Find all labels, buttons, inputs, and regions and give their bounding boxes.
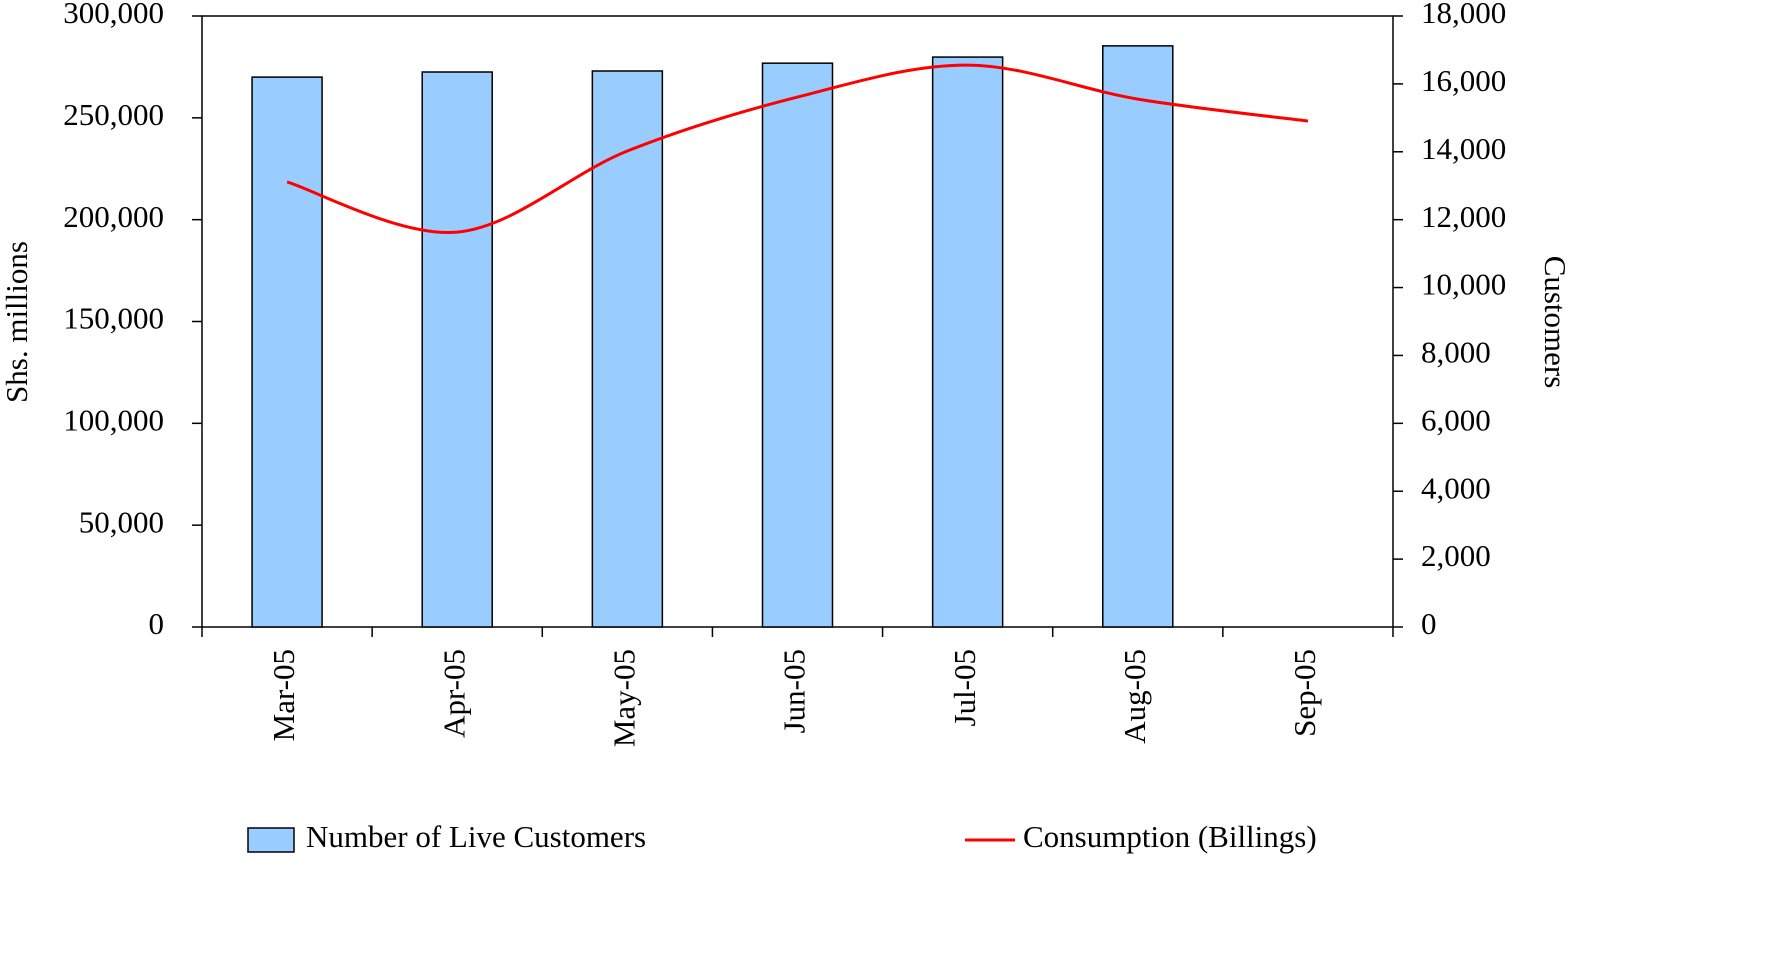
bar <box>251 76 323 628</box>
legend-label: Consumption (Billings) <box>1023 819 1317 854</box>
line <box>286 63 1309 234</box>
x-tick-label: Apr-05 <box>436 649 471 738</box>
y2-tick-label: 12,000 <box>1421 199 1506 234</box>
bar <box>761 62 834 628</box>
y2-tick-label: 18,000 <box>1421 0 1506 30</box>
x-tick-label: Sep-05 <box>1287 649 1322 737</box>
y2-tick-label: 0 <box>1421 606 1437 641</box>
x-tick-label: Aug-05 <box>1117 649 1152 744</box>
y-tick-label: 150,000 <box>63 301 164 336</box>
y-tick-label: 0 <box>149 606 165 641</box>
y-tick-label: 200,000 <box>63 199 164 234</box>
x-tick-label: Mar-05 <box>266 649 301 741</box>
y2-tick-label: 10,000 <box>1421 267 1506 302</box>
legend-label: Number of Live Customers <box>306 819 646 854</box>
bar <box>931 56 1004 628</box>
y2-tick-label: 4,000 <box>1421 470 1491 505</box>
y-tick-label: 50,000 <box>79 504 164 539</box>
x-tick-label: May-05 <box>606 649 641 747</box>
y2-tick-label: 8,000 <box>1421 335 1491 370</box>
y2-tick-label: 2,000 <box>1421 538 1491 573</box>
bar <box>421 71 493 628</box>
y-axis-label: Shs. millions <box>0 241 34 403</box>
bar <box>1102 45 1174 628</box>
bar <box>591 70 664 628</box>
y-tick-label: 250,000 <box>63 97 164 132</box>
x-tick-label: Jun-05 <box>777 649 812 733</box>
y2-tick-label: 14,000 <box>1421 131 1506 166</box>
y-tick-label: 300,000 <box>63 0 164 30</box>
y-tick-label: 100,000 <box>63 402 164 437</box>
legend-swatch <box>247 827 295 853</box>
y2-tick-label: 6,000 <box>1421 402 1491 437</box>
y2-axis-label: Customers <box>1538 256 1573 389</box>
x-tick-label: Jul-05 <box>947 649 982 727</box>
y2-tick-label: 16,000 <box>1421 63 1506 98</box>
